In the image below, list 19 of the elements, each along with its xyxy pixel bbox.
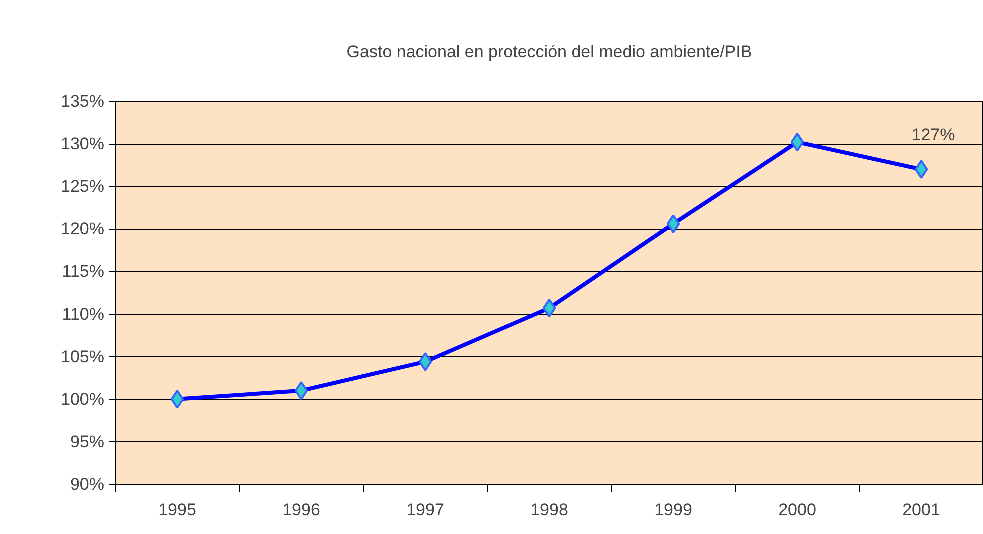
x-tick-label: 1995	[158, 500, 196, 520]
y-tick-label: 90%	[70, 475, 105, 494]
y-tick-label: 100%	[61, 390, 105, 409]
y-tick-label: 130%	[61, 134, 105, 154]
y-tick-label: 135%	[61, 92, 105, 111]
y-tick-label: 120%	[61, 220, 105, 239]
chart-title: Gasto nacional en protección del medio ambiente/PIB	[346, 42, 752, 62]
x-tick-label: 1999	[654, 500, 692, 520]
y-tick-label: 115%	[62, 262, 104, 282]
x-tick-label: 1997	[406, 500, 444, 520]
x-tick-label: 1998	[530, 500, 568, 520]
y-tick-label: 95%	[70, 432, 105, 452]
y-tick-label: 110%	[62, 304, 104, 324]
y-tick-label: 105%	[61, 347, 105, 366]
x-tick-label: 2000	[778, 500, 816, 520]
x-tick-label: 2001	[902, 500, 940, 520]
data-label: 127%	[912, 126, 956, 145]
y-tick-label: 125%	[61, 177, 105, 196]
x-tick-label: 1996	[282, 500, 320, 520]
